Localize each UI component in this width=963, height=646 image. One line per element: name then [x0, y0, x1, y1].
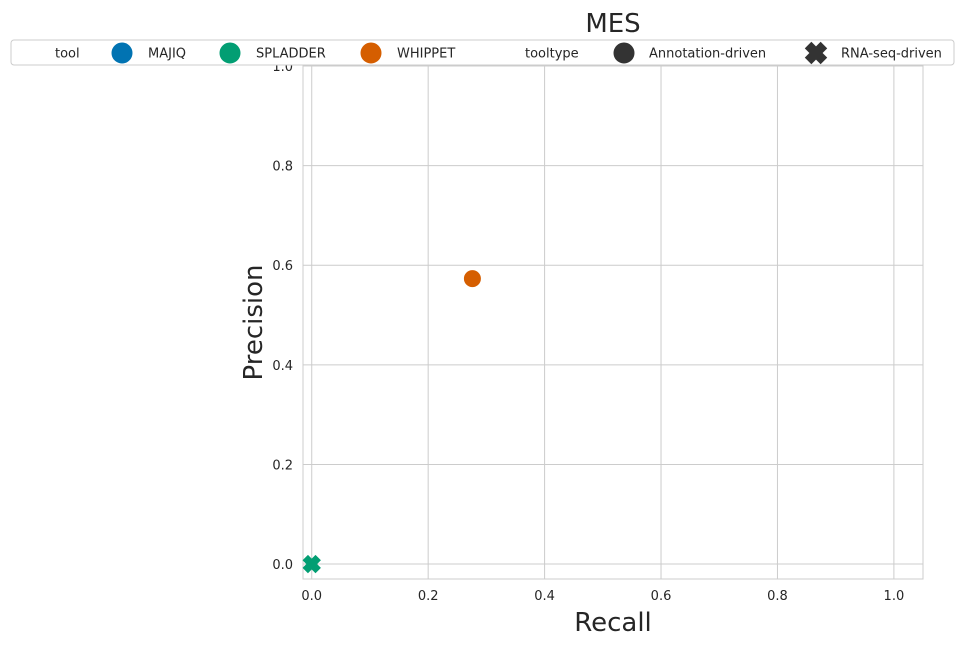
- legend-marker-x: [804, 41, 828, 65]
- x-axis-title: Recall: [574, 608, 652, 638]
- data-point-spladder: [302, 554, 321, 574]
- x-tick-label: 0.0: [301, 589, 322, 604]
- y-tick-label: 0.8: [272, 160, 293, 175]
- x-tick-label: 0.8: [767, 589, 788, 604]
- y-tick-label: 0.2: [272, 458, 293, 473]
- legend-label-annotation-driven: Annotation-driven: [649, 47, 766, 62]
- data-points: [302, 269, 482, 574]
- y-tick-label: 0.4: [272, 359, 293, 374]
- legend-label-rna-seq-driven: RNA-seq-driven: [841, 47, 942, 62]
- y-tick-label: 0.6: [272, 259, 293, 274]
- legend-marker-majiq: [110, 41, 134, 65]
- legend-marker-whippet: [359, 41, 383, 65]
- chart-title: MES: [585, 9, 640, 39]
- grid: [303, 65, 923, 579]
- legend-label-whippet: WHIPPET: [397, 47, 455, 62]
- plot-area: [302, 65, 924, 580]
- y-tick-label: 0.0: [272, 558, 293, 573]
- legend-box: [10, 39, 955, 66]
- legend-marker-spladder: [218, 41, 242, 65]
- legend-label-majiq: MAJIQ: [148, 47, 186, 62]
- x-tick-label: 0.4: [534, 589, 555, 604]
- legend-label-spladder: SPLADDER: [256, 47, 326, 62]
- legend: tool MAJIQ SPLADDER WHIPPET tooltype Annotati…: [10, 39, 955, 66]
- tick-labels: 0.0 0.2 0.4 0.6 0.8 1.00.00.20.40.60.81.0: [272, 60, 904, 604]
- x-tick-label: 0.2: [418, 589, 439, 604]
- legend-heading-tooltype: tooltype: [525, 47, 579, 62]
- x-tick-label: 1.0: [884, 589, 905, 604]
- x-tick-label: 0.6: [651, 589, 672, 604]
- y-axis-title: Precision: [239, 264, 269, 380]
- legend-heading-tool: tool: [55, 47, 80, 62]
- data-point-whippet: [462, 269, 482, 289]
- legend-marker-circle: [612, 41, 636, 65]
